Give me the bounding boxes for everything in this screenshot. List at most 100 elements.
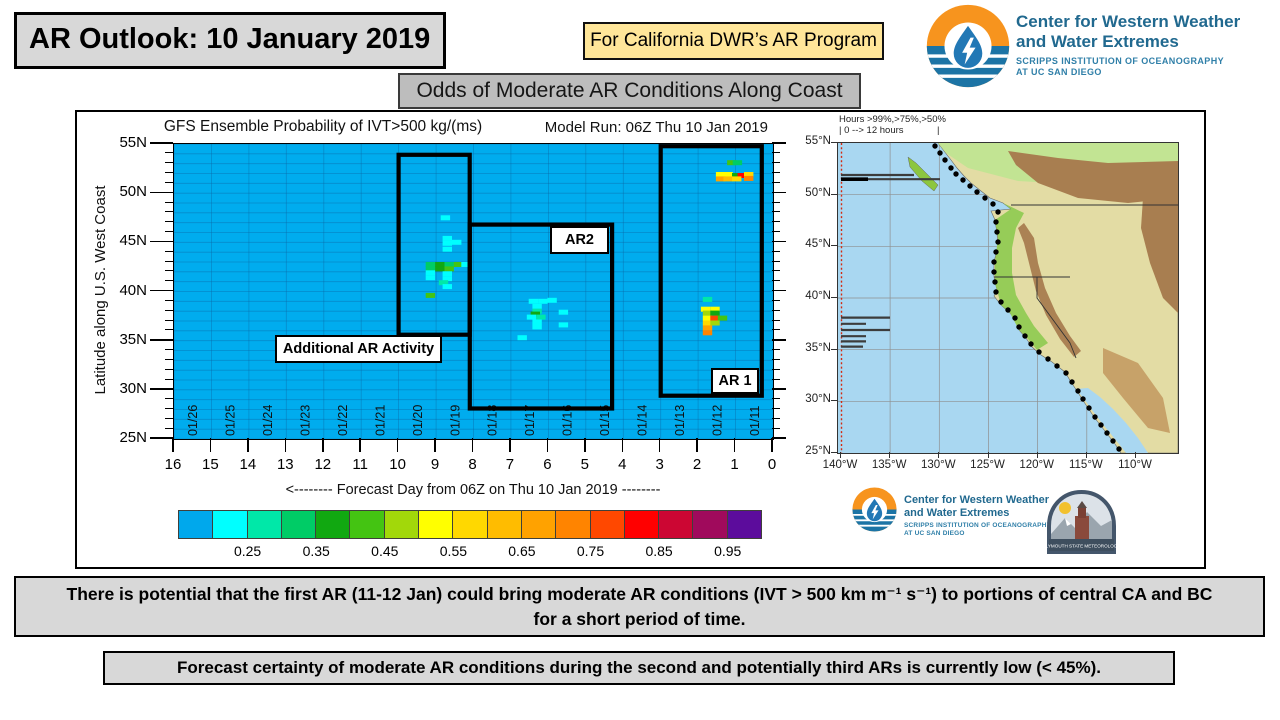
prob-cell [723,172,733,177]
colorbar-segment [178,510,214,539]
y-tick-minor [165,231,173,232]
map-lat-label: 45°N [805,238,831,251]
coast-dot [998,299,1004,305]
y-tick-minor [772,329,780,331]
prob-cell [532,303,542,309]
y-tick-major [150,142,173,144]
plymouth-state-logo: PLYMOUTH STATE METEOROLOGY [1045,486,1118,556]
prob-cell [558,322,569,328]
map-lon-tick [938,452,940,458]
border-ca-nv [1036,277,1077,359]
y-tick-major [150,289,173,292]
chart-title: GFS Ensemble Probability of IVT>500 kg/(… [163,118,483,135]
cw3e-logo-text: Center for Western Weather and Water Ext… [1016,12,1240,78]
y-tick-major [150,339,173,341]
map-lon-tick [1135,452,1136,458]
y-tick-minor [165,319,173,321]
date-label: 01/19 [448,405,462,436]
coast-dot [1075,388,1081,394]
colorbar-tick-label: 0.95 [714,543,742,559]
colorbar-segment [418,510,454,539]
map-lat-label: 30°N [805,393,831,406]
y-tick-major [150,437,173,439]
coast-dot [990,201,996,207]
x-tick [771,438,773,452]
x-tick [284,438,287,452]
date-label: 01/22 [336,405,350,436]
subtitle: Odds of Moderate AR Conditions Along Coa… [398,73,861,109]
y-tick-minor [165,329,173,331]
coast-dot [1086,405,1092,411]
coast-dot [1022,333,1028,339]
note1-line1: There is potential that the first AR (11… [66,584,1213,604]
y-tick-minor [165,378,173,380]
cw3e-logo [926,4,1010,88]
x-tick-label: 0 [767,456,777,473]
y-tick-minor [772,349,780,350]
coast-dot [1012,315,1018,321]
y-tick-minor [165,181,173,183]
y-tick-label: 55N [119,134,147,151]
prob-cell [710,306,720,312]
colorbar-tick-label: 0.55 [439,543,468,559]
prob-cell [710,320,720,326]
x-tick [621,438,623,452]
org-small-line1: Center for Western Weather [904,494,1050,506]
map-lon-label: 130°W [920,459,956,471]
coast-dot [1098,422,1104,428]
colorbar-tick-label: 0.25 [233,543,262,559]
program-tag: For California DWR’s AR Program [583,22,884,60]
map-lon-tick [840,452,841,458]
coast-dot [993,249,999,255]
colorbar-segment [726,510,763,539]
y-tick-minor [165,270,173,272]
prob-cell [715,176,726,182]
coast-dot [1054,363,1060,369]
x-tick-label: 2 [692,456,702,473]
prob-cell [702,320,713,326]
y-tick-minor [772,427,780,429]
prob-cell [702,296,713,302]
x-tick-label: 10 [389,456,406,473]
lightning-bolt-icon [962,37,976,65]
y-tick-minor [772,231,780,232]
map-lat-tick [831,193,837,195]
prob-cell [702,315,713,321]
x-tick-label: 5 [580,456,589,473]
y-tick-minor [772,201,780,203]
colorbar-segment [520,510,557,539]
map-lat-label: 50°N [805,186,831,199]
plymouth-banner-text: PLYMOUTH STATE METEOROLOGY [1045,544,1118,549]
colorbar-segment [280,510,317,539]
date-label: 01/15 [598,405,612,436]
note1-line2: for a short period of time. [533,609,746,629]
x-tick [247,438,249,452]
island [907,156,939,192]
y-tick-major [772,339,786,341]
coast-dot [1063,370,1069,376]
prob-cell [532,308,542,314]
coast-dot [974,189,980,195]
coast-dot [932,143,938,149]
map-canvas [838,143,1178,453]
prob-cell [558,309,569,315]
map-lon-label: 110°W [1118,459,1152,471]
y-tick-label: 25N [119,429,147,446]
cw3e-logo-small [852,487,897,532]
x-tick-label: 1 [730,456,739,473]
map-lon-tick [889,452,891,458]
page-title: AR Outlook: 10 January 2019 [14,12,446,69]
map-lat-tick [831,452,837,453]
date-label: 01/23 [299,405,313,436]
y-tick-minor [772,152,780,154]
prob-cell [547,297,557,303]
org-small-line2: and Water Extremes [904,507,1010,519]
y-tick-minor [165,358,173,360]
x-tick [396,438,399,452]
prob-cell [732,160,743,166]
x-tick [733,438,736,452]
prob-cell [444,262,454,267]
coast-dot [960,177,966,183]
y-tick-major [150,388,173,390]
